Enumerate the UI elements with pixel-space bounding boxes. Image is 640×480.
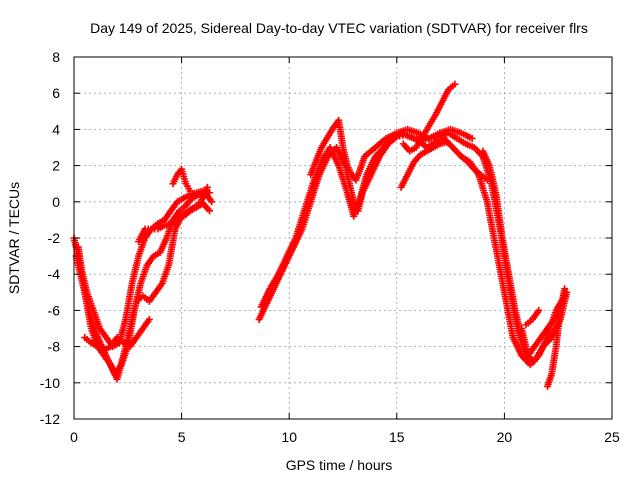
data-point bbox=[442, 138, 450, 146]
data-point bbox=[535, 306, 543, 314]
data-point bbox=[483, 176, 491, 184]
data-point bbox=[145, 315, 153, 323]
data-series bbox=[518, 306, 564, 360]
data-series bbox=[397, 138, 450, 191]
data-series bbox=[307, 116, 476, 184]
axis-ticks: 0 5 10 15 20 25 -12 -10 -8 -6 -4 -2 0 2 4 6 8 bbox=[40, 49, 620, 445]
data-point bbox=[208, 198, 216, 206]
data-series bbox=[169, 165, 194, 195]
x-tick-label: 25 bbox=[604, 429, 620, 445]
data-points bbox=[70, 80, 571, 390]
data-point bbox=[186, 187, 194, 195]
data-series bbox=[399, 80, 459, 155]
y-tick-label: -12 bbox=[40, 411, 60, 427]
data-point bbox=[561, 285, 569, 293]
x-tick-label: 20 bbox=[497, 429, 513, 445]
y-tick-label: 2 bbox=[52, 158, 60, 174]
data-point bbox=[451, 80, 459, 88]
y-tick-label: 6 bbox=[52, 85, 60, 101]
y-tick-label: 0 bbox=[52, 194, 60, 210]
x-axis-label: GPS time / hours bbox=[286, 457, 393, 473]
data-series bbox=[457, 153, 491, 184]
y-tick-label: -4 bbox=[48, 266, 61, 282]
y-tick-label: -6 bbox=[48, 302, 61, 318]
y-tick-label: -2 bbox=[48, 230, 61, 246]
chart-title: Day 149 of 2025, Sidereal Day-to-day VTE… bbox=[90, 20, 588, 36]
x-tick-label: 5 bbox=[178, 429, 186, 445]
data-point bbox=[203, 183, 211, 191]
y-tick-label: -8 bbox=[48, 339, 61, 355]
data-point bbox=[206, 207, 214, 215]
x-tick-label: 0 bbox=[70, 429, 78, 445]
data-series bbox=[81, 315, 153, 354]
y-tick-label: 8 bbox=[52, 49, 60, 65]
x-tick-label: 10 bbox=[281, 429, 297, 445]
x-tick-label: 15 bbox=[389, 429, 405, 445]
y-tick-label: 4 bbox=[52, 121, 60, 137]
data-point bbox=[468, 134, 476, 142]
data-series bbox=[135, 200, 214, 246]
y-tick-label: -10 bbox=[40, 375, 60, 391]
y-axis-label: SDTVAR / TECUs bbox=[6, 182, 22, 294]
data-series bbox=[522, 306, 543, 329]
data-series bbox=[543, 285, 569, 390]
